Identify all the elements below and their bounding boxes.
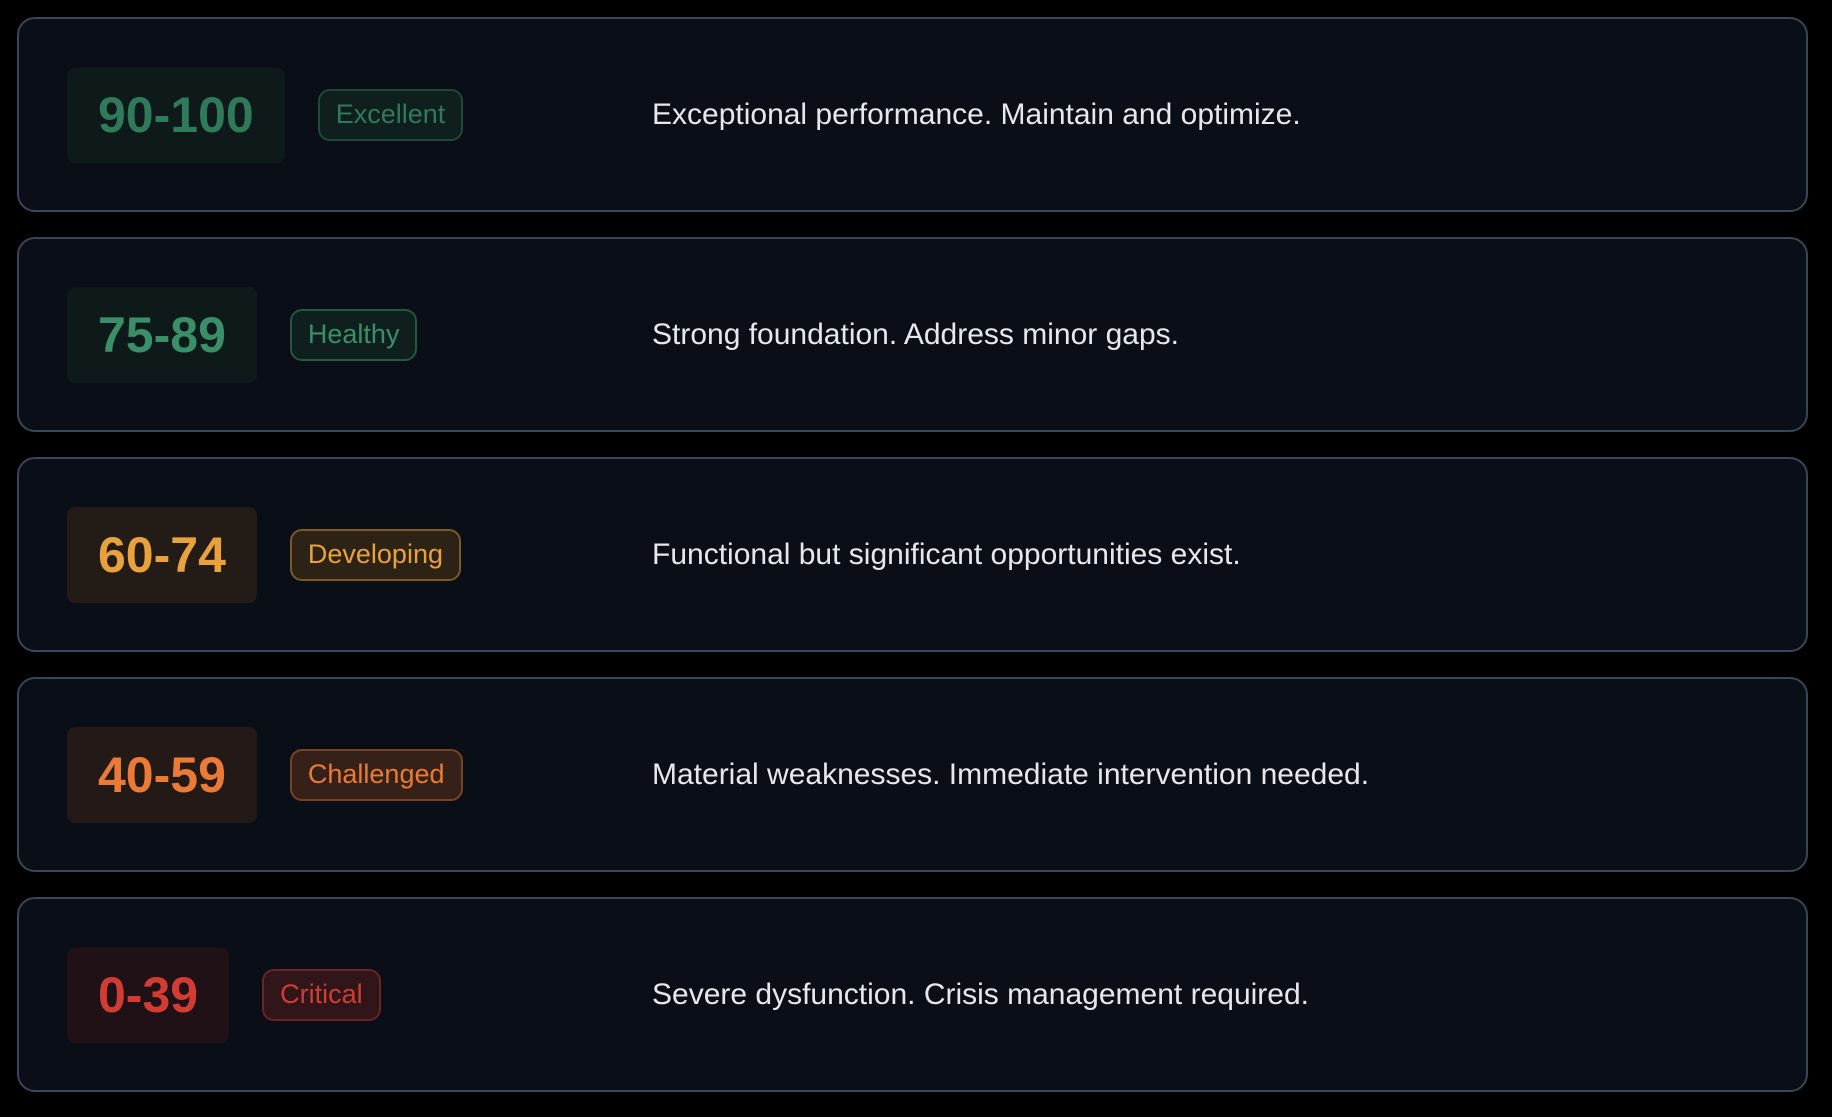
tier-badge: Healthy: [289, 308, 418, 361]
tier-card: 40-59 Challenged Material weaknesses. Imm…: [17, 677, 1808, 872]
tier-badge: Developing: [289, 528, 461, 581]
tier-card: 75-89 Healthy Strong foundation. Address …: [17, 237, 1808, 432]
score-tier-list: 90-100 Excellent Exceptional performance.…: [17, 17, 1808, 1117]
score-range: 75-89: [67, 286, 257, 383]
score-range: 0-39: [67, 946, 230, 1043]
tier-badge: Challenged: [289, 748, 463, 801]
tier-description: Material weaknesses. Immediate intervent…: [652, 757, 1370, 791]
tier-card: 0-39 Critical Severe dysfunction. Crisis …: [17, 897, 1808, 1092]
tier-description: Functional but significant opportunities…: [652, 537, 1241, 571]
tier-card: 60-74 Developing Functional but significa…: [17, 457, 1808, 652]
tier-badge: Critical: [262, 968, 381, 1021]
tier-badge: Excellent: [317, 88, 464, 141]
score-range: 40-59: [67, 726, 257, 823]
score-range: 60-74: [67, 506, 257, 603]
tier-card: 90-100 Excellent Exceptional performance.…: [17, 17, 1808, 212]
tier-description: Strong foundation. Address minor gaps.: [652, 317, 1179, 351]
tier-description: Severe dysfunction. Crisis management re…: [652, 977, 1309, 1011]
tier-description: Exceptional performance. Maintain and op…: [652, 97, 1301, 131]
score-range: 90-100: [67, 66, 285, 163]
